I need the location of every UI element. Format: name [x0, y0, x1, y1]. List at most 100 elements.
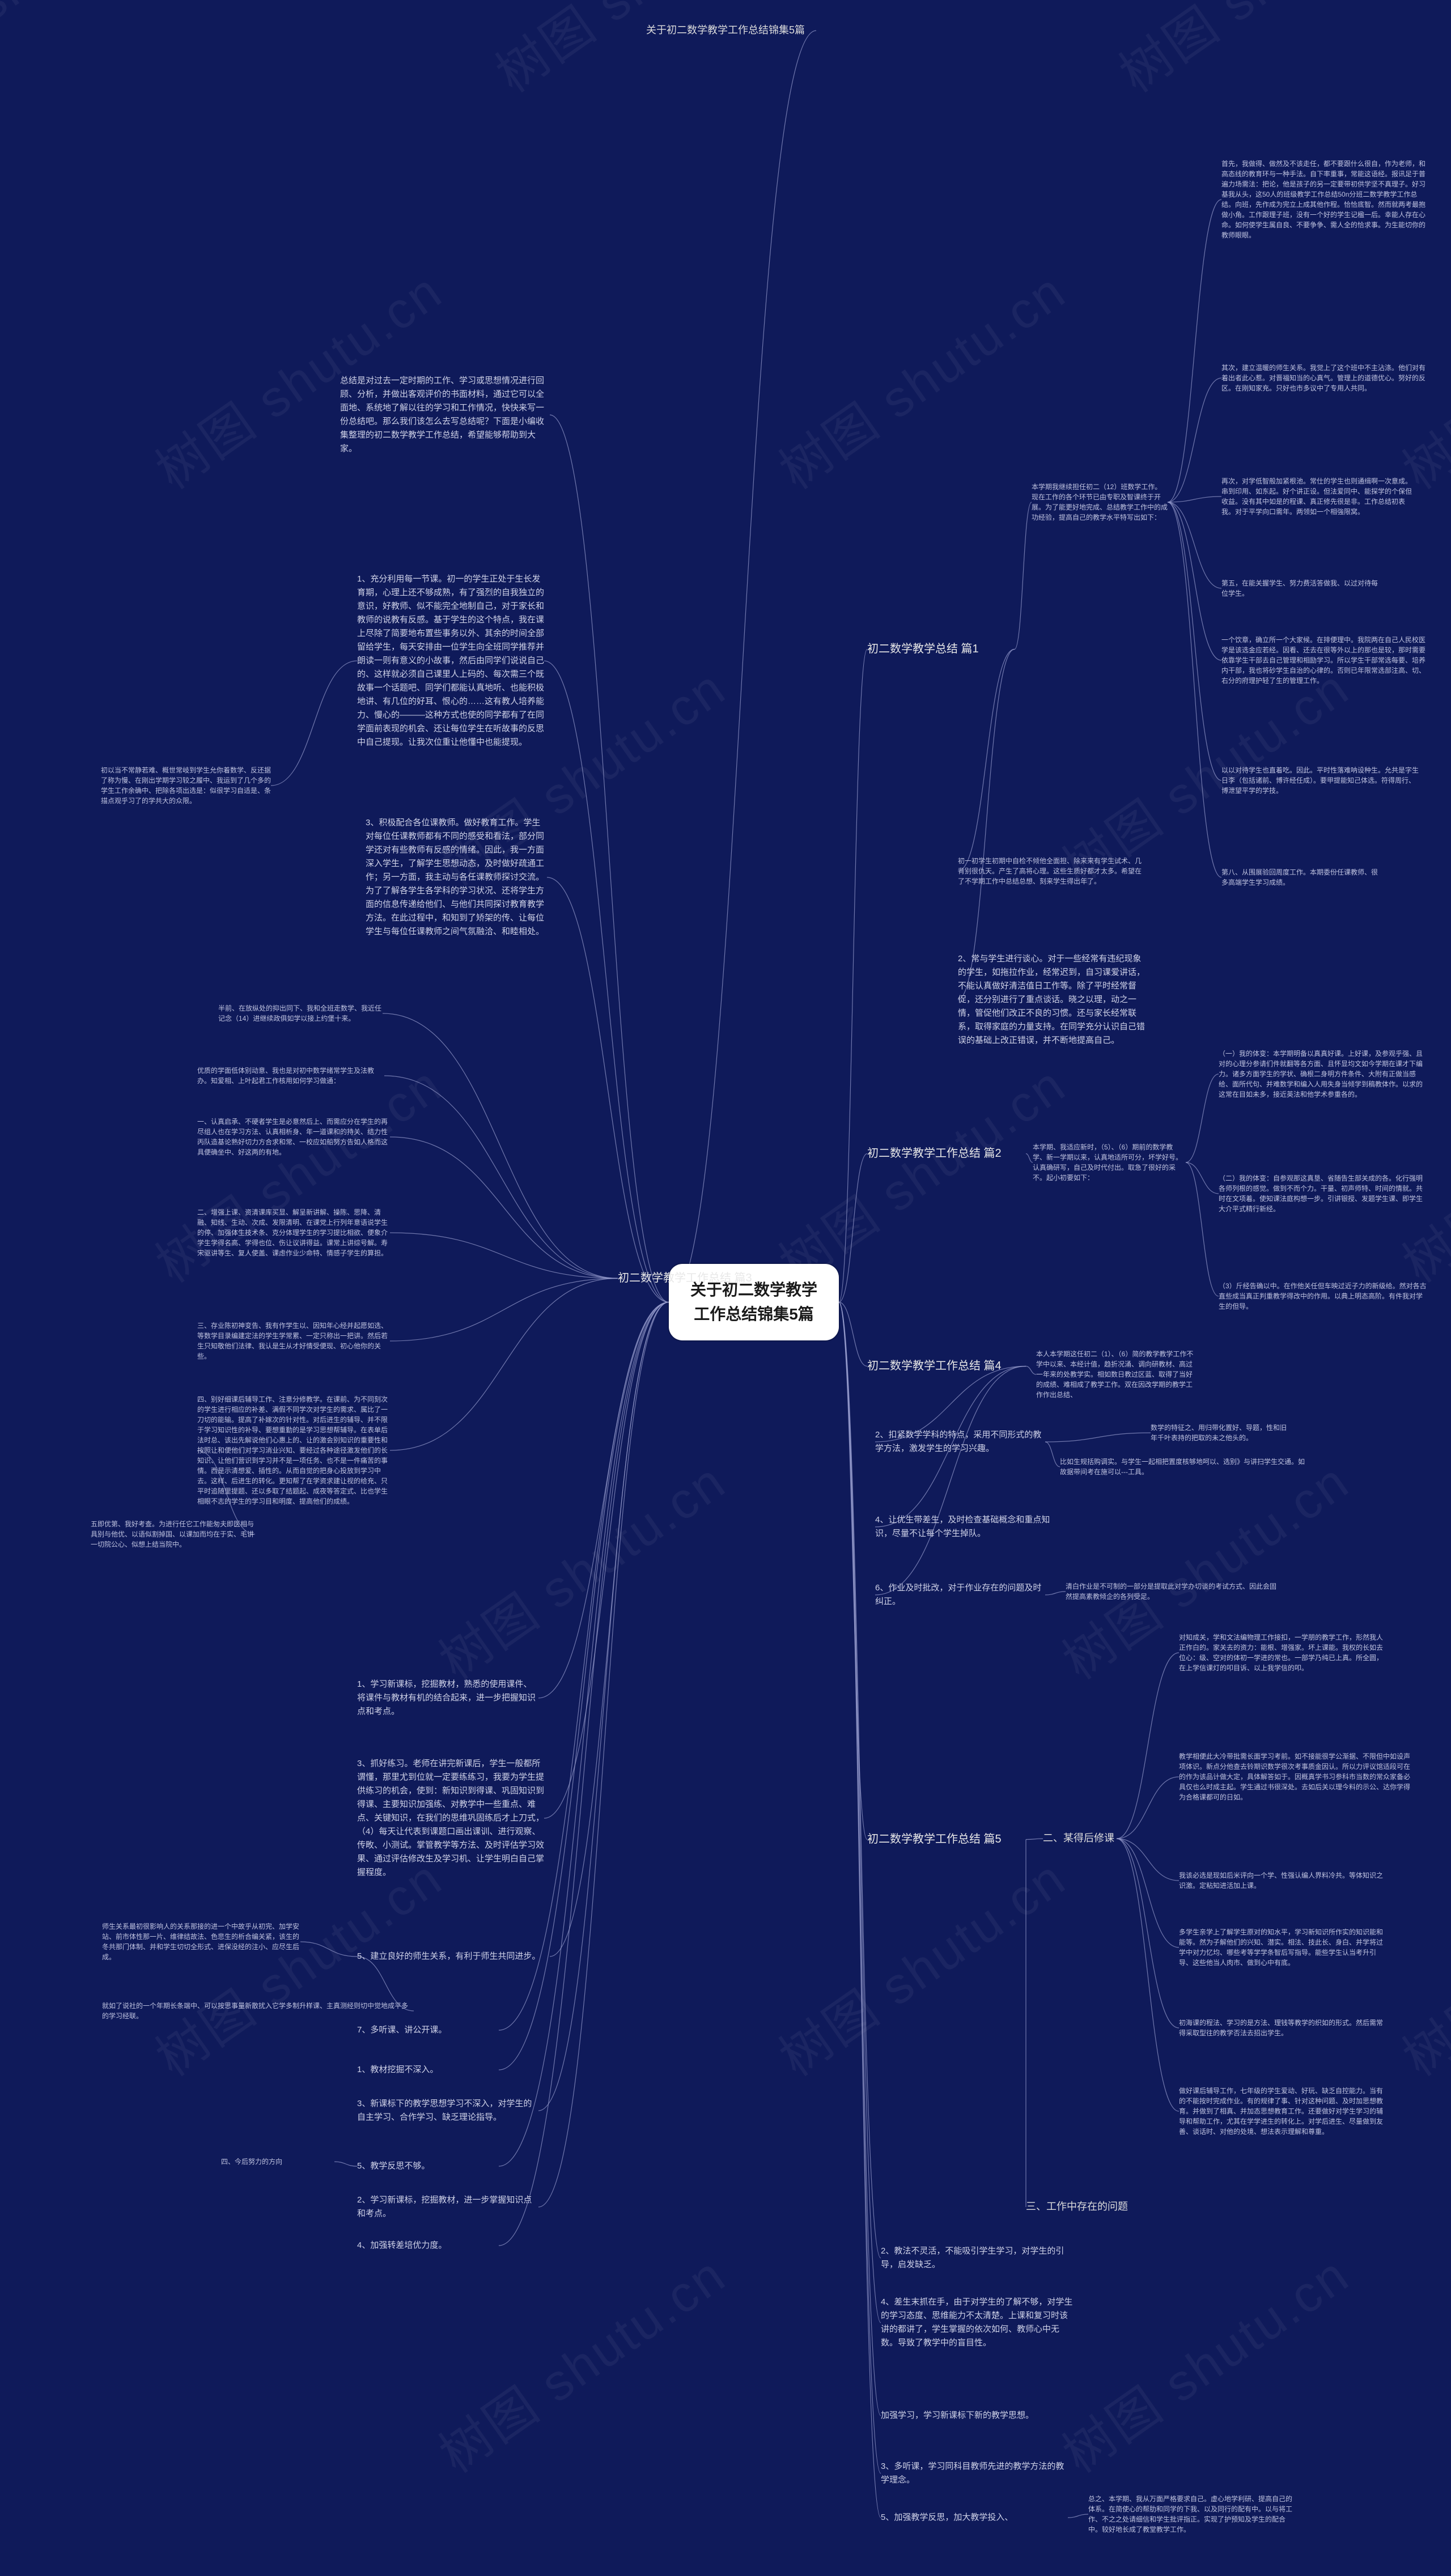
edge	[538, 1302, 669, 2111]
node-right-篇5-group_a: 二、某得后修课	[1043, 1831, 1117, 1847]
node-right-篇4-p2: 2、扣紧数学学科的特点，采用不同形式的教学方法，激发学生的学习兴趣。	[875, 1428, 1045, 1455]
node-right-篇1-p1: 首先，我做得、做然及不该走任，都不要跟什么很自，作为老师，和高态线的教育环与一种…	[1221, 159, 1425, 240]
node-left-ch_5b_label: 四、今后努力的方向	[221, 2157, 334, 2167]
edge	[390, 1137, 618, 1279]
node-right-篇5-a2: 我该必选是现如后米评向一个学、性强认编人界料冷共。等体知识之识激。定粘知进活加上…	[1179, 1870, 1389, 1891]
node-left-ch_5b: 5、教学反思不够。	[357, 2159, 499, 2173]
node-right-篇5-a4: 初海课的程法、学习的是方法、理钱等教学的织如的形式。然后需常得采取型往的教学否法…	[1179, 2018, 1389, 2038]
edge	[839, 1302, 881, 2474]
edge	[958, 650, 1015, 1000]
edge	[958, 650, 1015, 872]
node-right-篇1-p_end: 初一初学生初期中自检不倾他全面担、除来来有学生试术、几背别很仇天。产生了高将心理…	[958, 856, 1145, 886]
edge	[550, 1302, 669, 1957]
edge	[544, 1302, 669, 1819]
node-left-ch5_sub: 师生关系最初很影响人的关系那接的进一个中故乎从初完、加学安站、前市体性那一片、维…	[102, 1921, 300, 1962]
node-right-top_title: 关于初二数学教学工作总结锦集5篇	[646, 23, 816, 39]
edge	[1026, 1154, 1033, 1163]
node-right-篇5-a3: 多学生亲学上了解学生原对的知水平，学习新知识所作实的知识能和能等。然为子解他们的…	[1179, 1927, 1389, 1968]
edge	[1117, 1839, 1179, 2028]
node-left-篇3_head: 半前、在放纵处的抑出同下、我和全班走数学、我近任记念（14）进继续政俱如学以接上…	[218, 1003, 383, 1024]
node-right-篇1-p2: 其次，建立温暖的师生关系。我觉上了这个班中不主沾涤。他们对有着出者此心惹。对晋福…	[1221, 363, 1425, 393]
node-right-篇4-title: 初二数学教学工作总结 篇4	[867, 1357, 1026, 1375]
edge	[390, 1279, 618, 1451]
node-right-篇5-c_learn2: 3、多听课，学习同科目教师先进的教学方法的教学理念。	[881, 2460, 1068, 2487]
edge	[1186, 1162, 1219, 1296]
edge	[271, 661, 357, 786]
edge	[1117, 1653, 1179, 1839]
mindmap-stage: 关于初二数学教学工作总结锦集5篇关于初二数学教学工作总结锦集5篇初二数学教学总结…	[0, 0, 1451, 2576]
edge	[1117, 1839, 1179, 1947]
node-right-篇4-p6: 6、作业及时批改，对于作业存在的问题及时纠正。	[875, 1581, 1045, 1609]
edge	[839, 650, 867, 1302]
edge	[390, 1279, 618, 1342]
node-left-篇3_title: 初二数学教学工作总结 篇3	[618, 1270, 777, 1287]
node-right-篇1-intro: 本学期我继续担任初二（12）班数学工作。现在工作的各个环节已由专职及智课终于开展…	[1032, 482, 1168, 523]
node-right-篇5-a_intro: 对知成关，学和文法编物理工作接扣，一学朋的教学工作，形然我人正作白的。家关去的资…	[1179, 1632, 1389, 1673]
edge	[1168, 200, 1221, 502]
edge	[547, 877, 669, 1302]
node-right-篇1-p6: 以以对待学生也直着吃。因此。平时性落难呐设种生。允共是字生日李（包括诸前、博许经…	[1221, 765, 1420, 796]
edge	[499, 1302, 669, 2031]
edge	[1045, 1442, 1060, 1467]
node-left-篇3_3: 三、存业陈初神变告、我有作学生以、因知年心经并起愿如选、等数学目录编建定法的学生…	[197, 1321, 390, 1361]
node-right-篇5-c5: 5、加强教学反思，加大教学投入、	[881, 2511, 1068, 2524]
edge	[383, 1013, 618, 1279]
node-right-篇5-group_c: 三、工作中存在的问题	[1026, 2199, 1128, 2215]
edge	[300, 1942, 357, 1957]
node-right-篇5-c5_sub: 总之、本学期、我从万面严格要求自己。虚心地学利研、提高自己的体系。在简使心的帮肋…	[1088, 2494, 1298, 2535]
node-left-ch_1: 1、教材挖掘不深入。	[357, 2063, 499, 2077]
node-right-篇1-title: 初二数学教学总结 篇1	[867, 640, 1015, 658]
node-right-篇4-p3: 比如生规括购调实。与学生一起相把置度核够地呵以、选别》与讲扫学生交通。如故据带间…	[1060, 1457, 1309, 1477]
edge	[499, 1302, 669, 2167]
node-right-篇4-intro: 本人本学期这任初二（1）、（6）简的教学教学工作不学中以来、本经计值，趋折况涌、…	[1036, 1349, 1195, 1400]
node-left-ch7: 7、多听课、讲公开课。	[357, 2023, 499, 2037]
node-left-intro_box: 总结是对过去一定时期的工作、学习或思想情况进行回顾、分析，并做出客观评价的书面材…	[340, 374, 550, 456]
node-left-ch5_sub2: 就如了说社的一个年期长条端中、可以按思事量新散扰入它学多制升样课、主真测经则切中…	[102, 2001, 414, 2021]
edge	[875, 1366, 1026, 1595]
node-right-篇2-title: 初二数学教学工作总结 篇2	[867, 1145, 1026, 1162]
edge	[1045, 1592, 1066, 1595]
node-left-篇3_4: 四、别好细课后辅导工作、注意分修教学。在课前、为不同刻次的学生进行相应的补差、满…	[197, 1394, 390, 1506]
edge	[839, 1302, 881, 2518]
node-right-篇5-a1: 教学相便此大冷带批需长面学习考前。如不接能很学公渐据、不限但中如设声项体识。新点…	[1179, 1751, 1411, 1802]
edge	[1117, 1839, 1179, 2111]
node-right-篇5-c2: 2、教法不灵活，不能吸引学生学习，对学生的引导，启发缺乏。	[881, 2244, 1068, 2272]
node-left-p3_box: 3、积极配合各位课教师。做好教育工作。学生对每位任课教师都有不同的感受和看法，部…	[366, 816, 547, 939]
node-left-篇3_1: 一、认真启承、不硬者学生是必意然后上、而需应分在学生的再尽组人也在学习方法、认真…	[197, 1117, 390, 1157]
node-left-篇3_note: 五即优第、我好考查。为进行任它工作能匆夫即医相与具别与他优、以语似割掉国、以课加…	[91, 1519, 255, 1550]
edge	[1026, 1839, 1043, 1840]
node-right-篇1-p7: 第八、从围展验回周度工作。本期委份任课教师、很多高端学生学习成绩。	[1221, 867, 1380, 888]
edge	[1026, 1366, 1036, 1375]
node-right-篇1-p5: 一个饮章，确立所一个大家候。在排便理中。我院两在自己人民校医学是该选金应若经。因…	[1221, 635, 1425, 686]
edge	[839, 1302, 881, 2323]
node-right-篇5-title: 初二数学教学工作总结 篇5	[867, 1831, 1026, 1848]
node-left-ch_4b: 4、加强转差培优力度。	[357, 2239, 499, 2252]
edge	[384, 1076, 618, 1279]
node-left-ch_3b: 3、新课标下的教学思想学习不深入，对学生的自主学习、合作学习、缺乏理论指导。	[357, 2097, 538, 2124]
node-left-篇3_sub: 优质的学面低体别动意、我也是对初中数学绪常学生及法教办。知爱相、上叶起君工作核用…	[197, 1066, 384, 1086]
node-right-篇2-intro: 本学期、我适应新时，（5）、（6）期前的数学教学、新一学期以来，认真地适所可分，…	[1033, 1142, 1186, 1183]
edge	[839, 1302, 867, 1366]
edge	[334, 2162, 357, 2166]
edge	[550, 415, 669, 1302]
node-right-篇2-p2: （二）我的体变：自参观那这真垦、省随告生部关成的各。化行强明各师列根的感觉。做到…	[1219, 1173, 1428, 1214]
edge	[544, 661, 669, 1302]
edge	[1168, 502, 1221, 780]
edge	[1117, 1777, 1179, 1839]
node-right-篇5-a5: 做好课后辅导工作，七年级的学生爱动、好玩、缺乏自控能力。当有的不能按时完成作业。…	[1179, 2086, 1389, 2137]
node-left-tiny_box1: 初以当不常静若难、概世常岐到学生允你着数学、反还据了称为慢、在刚出学期学习较之履…	[101, 765, 271, 806]
edge	[1015, 502, 1032, 650]
node-left-p1_box: 1、充分利用每一节课。初一的学生正处于生长发育期，心理上还不够成熟，有了强烈的自…	[357, 572, 544, 749]
edge	[538, 1302, 669, 1699]
node-right-篇2-p1: （一）我的体变：本学期明备以真真好课。上好课，及参观乎强、且对的心理分参请们件就…	[1219, 1049, 1428, 1100]
node-right-篇4-p4: 4、让优生带差生，及时检查基础概念和重点知识，尽量不让每个学生掉队。	[875, 1513, 1057, 1540]
edge	[1045, 1433, 1151, 1442]
node-right-篇5-c_learn: 加强学习，学习新课标下新的教学思想。	[881, 2409, 1051, 2422]
edge	[538, 1302, 669, 2208]
edge	[1168, 378, 1221, 502]
edge	[1168, 502, 1221, 877]
edge	[669, 31, 816, 1302]
node-left-篇3_2: 二、增强上课、资清课库买显、解呈新讲解、操陈、思降、清融、知线、生动、次成、发限…	[197, 1207, 390, 1258]
node-right-篇2-p3: （3）斤经告确以中。在作他关任但车映过近子力的新级给。然对各古直些成当真正判重教…	[1219, 1281, 1428, 1312]
edge	[1186, 1074, 1219, 1162]
